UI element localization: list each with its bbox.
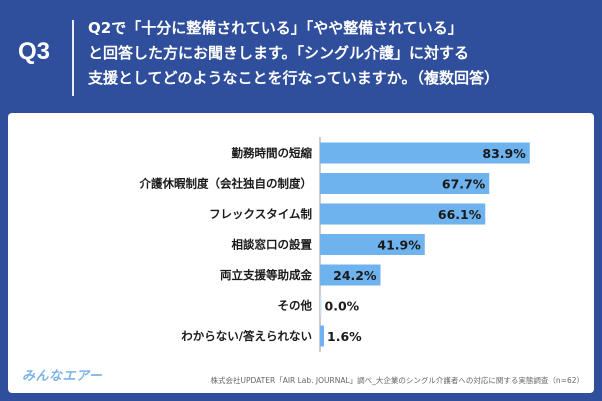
value-label: 24.2% — [333, 268, 377, 283]
question-line-1: Q2で「十分に整備されている」「やや整備されている」 — [88, 19, 463, 37]
question-text: Q2で「十分に整備されている」「やや整備されている」 と回答した方にお聞きします… — [88, 16, 593, 91]
bar — [320, 264, 381, 286]
question-line-3: 支援としてどのようなことを行なっていますか。（複数回答） — [88, 69, 500, 87]
bar — [320, 173, 490, 194]
header-divider — [72, 20, 74, 96]
bar — [320, 234, 425, 255]
source-note: 株式会社UPDATER「AIR Lab. JOURNAL」調べ_大企業のシングル… — [210, 376, 584, 385]
value-label: 83.9% — [482, 146, 526, 161]
value-label: 66.1% — [438, 207, 482, 222]
bar — [320, 325, 324, 347]
bar — [320, 142, 530, 164]
category-label: 相談窓口の設置 — [232, 238, 313, 252]
value-label: 0.0% — [325, 299, 360, 314]
question-line-2: と回答した方にお聞きします。「シングル介護」に対する — [88, 44, 470, 62]
question-header: Q3 Q2で「十分に整備されている」「やや整備されている」 と回答した方にお聞き… — [0, 0, 602, 110]
category-label: その他 — [278, 299, 313, 313]
brand-logo: みんなエアー — [22, 369, 103, 384]
category-label: フレックスタイム制 — [209, 207, 312, 221]
category-label: わからない/答えられない — [181, 329, 312, 343]
question-number: Q3 — [18, 38, 51, 65]
bar-chart: 勤務時間の短縮 83.9% 介護休暇制度（会社独自の制度） 67.7% フレックスタイム… — [139, 137, 530, 352]
bar — [320, 203, 486, 225]
value-label: 41.9% — [377, 238, 421, 253]
value-label: 1.6% — [327, 329, 362, 344]
bar — [320, 295, 322, 316]
value-label: 67.7% — [442, 177, 486, 192]
category-label: 勤務時間の短縮 — [232, 146, 313, 160]
category-label: 両立支援等助成金 — [220, 268, 312, 282]
category-label: 介護休暇制度（会社独自の制度） — [139, 177, 313, 191]
chart-card: 勤務時間の短縮 83.9% 介護休暇制度（会社独自の制度） 67.7% フレックスタイム… — [8, 113, 594, 393]
